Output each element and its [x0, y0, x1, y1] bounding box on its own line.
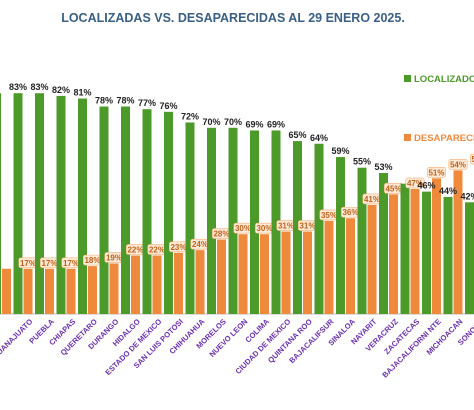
- bar-desaparecidos-5: [109, 263, 119, 314]
- bar-localizados-10: [207, 127, 216, 314]
- bar-desaparecidos-11: [238, 234, 248, 314]
- bar-localizados-21: [443, 196, 453, 314]
- bar-desaparecidos-10: [217, 239, 226, 314]
- label-box-desaparecidos-19: [405, 177, 425, 189]
- bar-desaparecidos-15: [324, 220, 334, 314]
- label-desaparecidos-6: 22%: [127, 245, 143, 254]
- bar-desaparecidos-8: [174, 252, 183, 314]
- bar-localizados-17: [357, 167, 367, 314]
- bar-desaparecidos-19: [410, 188, 420, 314]
- bar-localizados-19: [400, 183, 410, 314]
- label-localizados-4: 81%: [73, 88, 91, 98]
- label-desaparecidos-8: 23%: [170, 243, 186, 252]
- bar-localizados-14: [293, 141, 302, 314]
- bar-desaparecidos-14: [303, 231, 312, 314]
- bar-desaparecidos-18: [389, 194, 398, 314]
- label-localizados-22: 42%: [460, 191, 474, 201]
- bar-localizados-6: [121, 106, 130, 315]
- bar-localizados-5: [99, 106, 109, 315]
- bar-localizados-4: [78, 98, 87, 314]
- label-desaparecidos-3: 17%: [63, 259, 79, 268]
- bar-desaparecidos-0: [2, 268, 11, 314]
- bar-localizados-3: [56, 95, 66, 314]
- bar-localizados-13: [271, 130, 281, 314]
- bar-desaparecidos-2: [45, 268, 54, 314]
- label-localizados-18: 53%: [374, 162, 392, 172]
- label-box-desaparecidos-21: [448, 159, 468, 170]
- bar-desaparecidos-13: [281, 231, 291, 314]
- label-desaparecidos-21: 54%: [450, 160, 466, 169]
- label-localizados-3: 82%: [52, 85, 70, 95]
- bar-desaparecidos-16: [346, 218, 355, 314]
- bar-desaparecidos-12: [260, 234, 269, 314]
- bar-desaparecidos-1: [23, 268, 33, 314]
- bar-localizados-16: [336, 157, 345, 314]
- bar-localizados-11: [228, 127, 238, 314]
- label-localizados-5: 78%: [95, 96, 113, 106]
- label-desaparecidos-7: 22%: [149, 245, 165, 254]
- label-localizados-10: 70%: [202, 117, 220, 127]
- label-desaparecidos-20: 51%: [428, 168, 444, 177]
- bar-localizados-8: [164, 111, 173, 314]
- bar-localizados-20: [422, 191, 431, 314]
- legend: LOCALIZADOS DESAPARECIDOS: [404, 74, 474, 144]
- label-localizados-17: 55%: [353, 157, 371, 167]
- label-desaparecidos-1: 17%: [20, 259, 36, 268]
- bar-desaparecidos-20: [432, 178, 441, 314]
- label-desaparecidos-19: 47%: [407, 179, 423, 188]
- bar-desaparecidos-9: [195, 250, 205, 314]
- label-localizados-15: 64%: [310, 133, 328, 143]
- bar-localizados-7: [142, 109, 152, 315]
- label-localizados-6: 78%: [116, 96, 134, 106]
- label-localizados-21: 44%: [439, 186, 457, 196]
- label-desaparecidos-14: 31%: [299, 222, 315, 231]
- bar-localizados-12: [250, 130, 259, 314]
- label-desaparecidos-11: 30%: [235, 224, 251, 233]
- chart-title: LOCALIZADAS VS. DESAPARECIDAS AL 29 ENER…: [61, 11, 405, 25]
- label-desaparecidos-17: 41%: [364, 195, 380, 204]
- bar-desaparecidos-4: [88, 266, 97, 314]
- bar-desaparecidos-17: [367, 204, 377, 314]
- bar-localizados-22: [465, 202, 474, 314]
- label-desaparecidos-18: 45%: [385, 184, 401, 193]
- bar-desaparecidos-6: [131, 255, 140, 314]
- bar-desaparecidos-21: [453, 170, 463, 314]
- label-desaparecidos-10: 28%: [213, 230, 229, 239]
- legend-swatch-desaparecidos: [404, 134, 411, 141]
- bar-desaparecidos-7: [152, 255, 162, 314]
- label-localizados-13: 69%: [267, 119, 285, 129]
- label-desaparecidos-9: 24%: [192, 240, 208, 249]
- bar-localizados-9: [185, 122, 195, 314]
- label-localizados-9: 72%: [181, 111, 199, 121]
- label-localizados-2: 83%: [30, 82, 48, 92]
- label-localizados-8: 76%: [159, 101, 177, 111]
- bar-localizados-1: [13, 93, 23, 314]
- label-localizados-16: 59%: [331, 146, 349, 156]
- bar-localizados-15: [314, 143, 324, 314]
- label-localizados-1: 83%: [9, 82, 27, 92]
- bar-localizados-2: [35, 93, 44, 314]
- label-box-desaparecidos-20: [426, 167, 446, 178]
- label-localizados-14: 65%: [288, 130, 306, 140]
- label-desaparecidos-5: 19%: [106, 253, 122, 262]
- bar-desaparecidos-3: [66, 268, 76, 314]
- label-localizados-7: 77%: [138, 98, 156, 108]
- label-desaparecidos-4: 18%: [84, 256, 100, 265]
- label-desaparecidos-2: 17%: [41, 259, 57, 268]
- label-desaparecidos-13: 31%: [278, 222, 294, 231]
- label-desaparecidos-15: 35%: [321, 211, 337, 220]
- label-box-desaparecidos-22: [470, 153, 474, 165]
- legend-swatch-localizados: [404, 75, 411, 82]
- legend-label-localizados: LOCALIZADOS: [414, 74, 474, 85]
- label-desaparecidos-22: 56%: [471, 155, 474, 164]
- label-desaparecidos-16: 36%: [342, 208, 358, 217]
- label-localizados-20: 46%: [417, 181, 435, 191]
- bar-localizados-18: [379, 173, 388, 314]
- legend-label-desaparecidos: DESAPARECIDOS: [414, 133, 474, 144]
- bar-localizados-0: [0, 93, 1, 314]
- label-localizados-12: 69%: [245, 119, 263, 129]
- label-desaparecidos-12: 30%: [256, 224, 272, 233]
- label-localizados-11: 70%: [224, 117, 242, 127]
